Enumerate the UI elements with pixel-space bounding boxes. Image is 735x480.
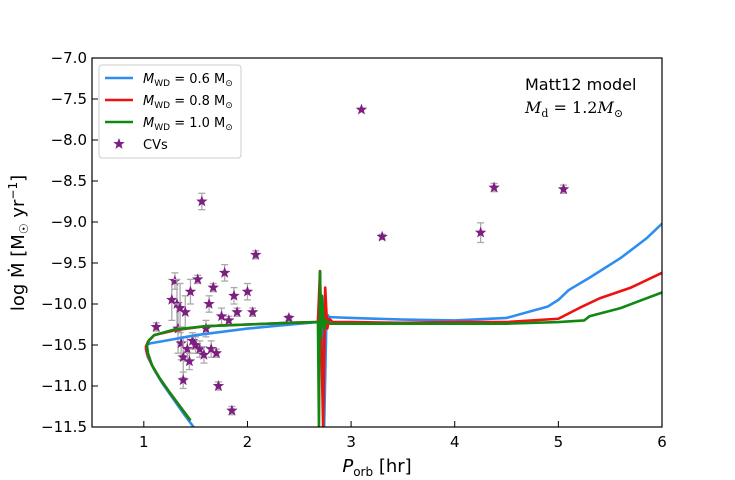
cv-point: [223, 314, 235, 326]
cv-point: [488, 181, 500, 193]
cv-point: [200, 322, 212, 334]
series-line-2: [145, 269, 662, 427]
x-tick-label: 3: [346, 433, 356, 451]
cv-point: [207, 281, 219, 293]
cv-point: [246, 306, 259, 318]
y-tick-label: −11.0: [41, 377, 87, 395]
cv-point: [177, 351, 189, 363]
y-tick-label: −7.5: [51, 90, 87, 108]
y-axis-label: log Ṁ [M☉ yr−1]: [6, 175, 31, 311]
annotation-donor-mass: Md = 1.2M⊙: [524, 98, 623, 120]
x-tick-label: 1: [139, 433, 149, 451]
cv-point: [215, 310, 228, 322]
cv-point: [184, 285, 197, 297]
series-line-1: [144, 269, 662, 427]
cv-point: [192, 273, 204, 285]
cv-point: [241, 285, 254, 297]
legend-label: MWD = 0.8 M⊙: [143, 94, 233, 111]
cv-point: [177, 374, 189, 386]
cv-point: [196, 195, 208, 207]
cv-point: [175, 337, 187, 349]
x-tick-label: 2: [243, 433, 253, 451]
y-tick-label: −10.0: [41, 295, 87, 313]
plot-frame: [91, 57, 663, 428]
cv-point: [169, 275, 181, 286]
y-tick-label: −7.0: [51, 49, 87, 67]
model-lines: [144, 222, 662, 427]
cv-point: [212, 380, 225, 391]
y-tick-label: −10.5: [41, 336, 87, 354]
cv-point: [181, 343, 194, 354]
legend-label: MWD = 1.0 M⊙: [143, 116, 233, 133]
cv-point: [203, 298, 215, 309]
legend-swatch: [113, 138, 125, 149]
x-axis-label: Porb [hr]: [342, 456, 411, 479]
y-tick-label: −8.0: [51, 131, 87, 149]
cv-point: [283, 311, 295, 323]
cv-point: [228, 289, 240, 301]
cv-point: [474, 226, 487, 238]
legend-label: CVs: [143, 138, 168, 153]
cv-point: [174, 302, 186, 313]
cv-point: [557, 183, 570, 195]
cv-point: [183, 355, 196, 367]
y-tick-label: −11.5: [41, 418, 87, 436]
cv-point: [189, 339, 202, 350]
cv-point: [179, 306, 191, 318]
cv-point: [166, 293, 178, 305]
cv-point: [194, 343, 206, 354]
annotation-model: Matt12 model: [525, 75, 636, 94]
cv-point: [226, 404, 238, 416]
legend-label: MWD = 0.6 M⊙: [143, 72, 233, 89]
cv-point: [231, 306, 243, 318]
cv-point: [250, 248, 262, 260]
axis-ticks: 1 2 3 4 5 6 −11.5 −11.0 −10.5 −10.0 −9.5 −9.0 −8.5 −8…: [41, 49, 667, 451]
y-tick-label: −9.5: [51, 254, 87, 272]
y-tick-label: −9.0: [51, 213, 87, 231]
x-tick-label: 5: [554, 433, 564, 451]
x-tick-label: 4: [450, 433, 460, 451]
cv-point: [376, 230, 388, 242]
legend-box: [98, 64, 242, 159]
y-tick-label: −8.5: [51, 172, 87, 190]
cv-point: [205, 343, 217, 354]
cv-point: [150, 320, 162, 332]
cv-point: [355, 103, 368, 115]
cv-point: [186, 334, 199, 346]
legend: MWD = 0.6 M⊙ MWD = 0.8 M⊙ MWD = 1.0 M⊙ CVs: [98, 64, 242, 159]
cv-point: [218, 266, 231, 278]
cv-point: [198, 348, 210, 360]
cv-point: [210, 347, 223, 359]
x-tick-label: 6: [657, 433, 667, 451]
